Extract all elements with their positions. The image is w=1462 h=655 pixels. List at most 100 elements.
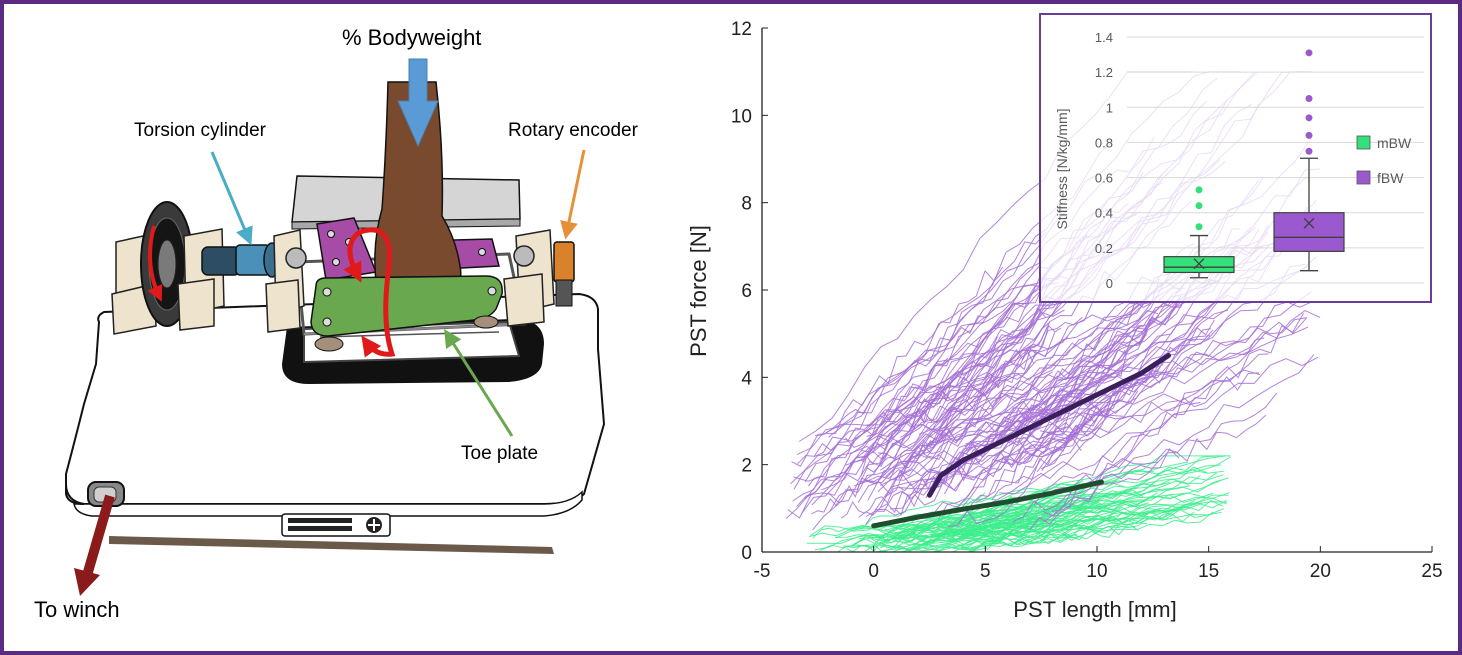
inset-y-tick-label: 0.4 bbox=[1095, 206, 1113, 221]
y-tick-label: 2 bbox=[741, 456, 752, 477]
trace-fbw bbox=[791, 266, 1004, 467]
y-tick-label: 12 bbox=[731, 19, 752, 40]
outlier-fbw bbox=[1305, 114, 1313, 122]
inset-y-tick-label: 1.2 bbox=[1095, 65, 1113, 80]
trace-fbw bbox=[923, 376, 1085, 483]
y-tick-label: 4 bbox=[741, 368, 752, 389]
inset-y-tick-label: 1 bbox=[1106, 100, 1113, 115]
outlier-mbw bbox=[1195, 186, 1203, 194]
outlier-fbw bbox=[1305, 147, 1313, 155]
trace-mbw bbox=[853, 501, 1061, 545]
trace-fbw bbox=[1023, 266, 1308, 460]
trace-fbw bbox=[913, 324, 1062, 491]
trace-fbw bbox=[1046, 291, 1312, 436]
trace-fbw bbox=[968, 295, 1182, 447]
y-tick-label: 8 bbox=[741, 194, 752, 215]
outlier-fbw bbox=[1305, 49, 1313, 57]
trace-fbw bbox=[785, 309, 1065, 519]
legend-label-fbw: fBW bbox=[1377, 170, 1404, 186]
trace-lines bbox=[785, 71, 1321, 553]
x-tick-label: -5 bbox=[754, 561, 771, 582]
trace-fbw bbox=[804, 267, 1083, 499]
x-tick-label: 10 bbox=[1086, 561, 1107, 582]
trace-mbw bbox=[958, 511, 1214, 549]
torsion-assembly bbox=[111, 201, 307, 335]
encoder-assembly bbox=[503, 229, 575, 327]
x-tick-label: 5 bbox=[980, 561, 991, 582]
trace-fbw bbox=[932, 366, 1161, 515]
trace-mbw bbox=[878, 503, 1046, 535]
stiffness-boxplot-inset: 0 0.2 0.4 0.6 0.8 1 1.2 1.4 Stiffness [N/kg/mm]… bbox=[1039, 13, 1432, 303]
y-axis-label: PST force [N] bbox=[686, 225, 711, 357]
outlier-mbw bbox=[1195, 223, 1203, 231]
outlier-fbw bbox=[1305, 131, 1313, 139]
trace-mbw bbox=[949, 499, 1110, 541]
label-bodyweight: % Bodyweight bbox=[342, 25, 481, 50]
inset-y-tick-label: 0.6 bbox=[1095, 171, 1113, 186]
apparatus-illustration: % Bodyweight Torsion cylinder Rotary enc… bbox=[34, 25, 639, 622]
trace-fbw bbox=[1011, 317, 1307, 438]
label-toe-plate: Toe plate bbox=[461, 443, 538, 464]
trace-fbw bbox=[1039, 301, 1313, 434]
inset-y-axis-label: Stiffness [N/kg/mm] bbox=[1054, 108, 1070, 229]
trace-mbw bbox=[835, 461, 1159, 539]
encoder-pointer bbox=[560, 149, 586, 240]
box-fbw bbox=[1273, 212, 1345, 252]
mean-marker-fbw bbox=[1303, 217, 1315, 229]
x-axis-label: PST length [mm] bbox=[1013, 597, 1176, 622]
trace-fbw bbox=[787, 336, 1069, 519]
trace-fbw bbox=[863, 326, 1141, 485]
bodyweight-arrow bbox=[397, 58, 439, 148]
trace-fbw bbox=[1000, 372, 1260, 466]
y-tick-label: 0 bbox=[741, 543, 752, 564]
trace-mbw bbox=[945, 495, 1102, 534]
trace-fbw bbox=[901, 363, 1127, 465]
inset-y-tick-label: 0.8 bbox=[1095, 135, 1113, 150]
trace-mbw bbox=[960, 525, 1136, 551]
inset-y-tick-label: 0 bbox=[1106, 276, 1113, 291]
legend-label-mbw: mBW bbox=[1377, 135, 1412, 151]
trace-fbw bbox=[865, 425, 1102, 525]
trace-mbw bbox=[925, 511, 1222, 551]
x-tick-label: 20 bbox=[1310, 561, 1331, 582]
trace-fbw bbox=[1043, 354, 1315, 523]
legend: mBW fBW bbox=[1356, 135, 1412, 186]
trace-mbw bbox=[951, 493, 1182, 550]
inset-border bbox=[1039, 13, 1432, 303]
rotation-arrow bbox=[343, 227, 396, 358]
label-to-winch: To winch bbox=[34, 597, 120, 622]
trace-fbw bbox=[853, 287, 1186, 487]
outlier-mbw bbox=[1195, 202, 1203, 210]
trace-mbw bbox=[972, 502, 1150, 538]
trace-fbw bbox=[947, 447, 1180, 527]
inset-y-tick-label: 1.4 bbox=[1095, 30, 1113, 45]
trace-fbw bbox=[866, 348, 1034, 473]
winch-arrow bbox=[74, 494, 115, 596]
x-tick-label: 0 bbox=[868, 561, 879, 582]
boxplot-body: 0 0.2 0.4 0.6 0.8 1 1.2 1.4 bbox=[1095, 30, 1424, 291]
y-tick-label: 6 bbox=[741, 281, 752, 302]
trace-fbw bbox=[894, 391, 1052, 516]
trace-mbw bbox=[948, 511, 1124, 543]
x-tick-label: 25 bbox=[1421, 561, 1442, 582]
x-tick-label: 15 bbox=[1198, 561, 1219, 582]
trace-fbw bbox=[858, 436, 1032, 518]
trace-fbw bbox=[1011, 392, 1277, 523]
trace-mbw bbox=[843, 513, 1149, 550]
legend-swatch-mbw bbox=[1356, 135, 1371, 150]
trace-fbw bbox=[792, 231, 1047, 502]
mean-marker-mbw bbox=[1193, 258, 1205, 270]
trace-mbw bbox=[812, 492, 986, 539]
outlier-fbw bbox=[1305, 95, 1313, 102]
trace-fbw bbox=[1017, 321, 1309, 453]
mean-curve-fbw bbox=[927, 353, 1171, 498]
inset-y-tick-label: 0.2 bbox=[1095, 241, 1113, 256]
trace-fbw bbox=[1018, 310, 1321, 466]
brand-logo bbox=[281, 513, 391, 537]
trace-fbw bbox=[975, 261, 1211, 504]
torsion-pointer bbox=[210, 151, 253, 246]
y-tick-label: 10 bbox=[731, 106, 752, 127]
trace-fbw bbox=[828, 420, 1070, 503]
